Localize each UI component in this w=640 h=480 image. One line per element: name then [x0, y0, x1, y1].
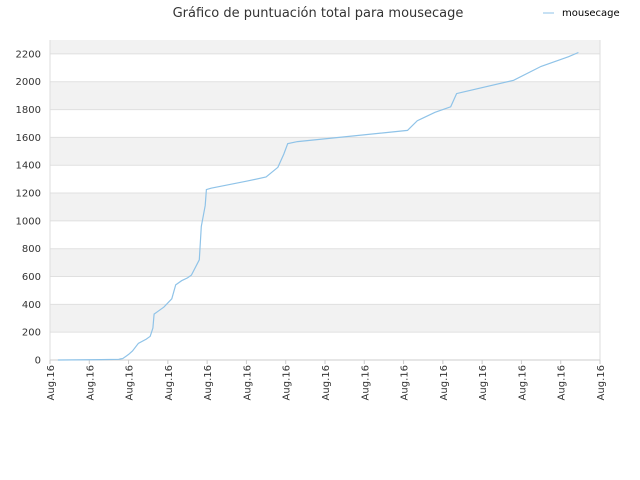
grid-lines [49, 40, 601, 361]
x-tick-label: Aug.16 [400, 365, 411, 400]
y-tick-label: 400 [22, 300, 41, 311]
grid-band [50, 332, 600, 360]
x-tick-label: Aug.16 [557, 365, 568, 400]
x-tick-label: Aug.16 [46, 365, 57, 400]
plot-area [57, 51, 579, 361]
x-tick-label: Aug.16 [85, 365, 96, 400]
x-tick-label: Aug.16 [282, 365, 293, 400]
grid-band [50, 304, 600, 333]
grid-band [50, 109, 600, 138]
series-line-mousecage [57, 51, 579, 361]
x-tick-label: Aug.16 [596, 365, 607, 400]
grid-band [50, 220, 600, 249]
y-tick-label: 1800 [16, 105, 41, 116]
grid-band [50, 81, 600, 110]
y-tick-label: 800 [22, 244, 41, 255]
grid-band [50, 248, 600, 277]
x-tick-label: Aug.16 [439, 365, 450, 400]
grid-band [50, 165, 600, 194]
x-tick-label: Aug.16 [478, 365, 489, 400]
legend: mousecage [543, 8, 620, 19]
y-axis: 0 200 400 600 800 1000 1200 1400 1600 1800 2000 220… [16, 49, 41, 366]
x-tick-label: Aug.16 [203, 365, 214, 400]
grid-bands [50, 40, 600, 360]
x-tick-label: Aug.16 [360, 365, 371, 400]
legend-label: mousecage [562, 8, 620, 19]
grid-band [50, 53, 600, 82]
grid-band [50, 40, 600, 54]
grid-band [50, 276, 600, 305]
x-tick-label: Aug.16 [242, 365, 253, 400]
x-tick-label: Aug.16 [125, 365, 136, 400]
x-tick-label: Aug.16 [517, 365, 528, 400]
y-tick-label: 1400 [16, 161, 41, 172]
y-tick-label: 1000 [16, 216, 41, 227]
chart-title: Gráfico de puntuación total para mouseca… [173, 6, 464, 21]
y-tick-label: 2000 [16, 77, 41, 88]
grid-band [50, 193, 600, 221]
y-tick-label: 2200 [16, 49, 41, 60]
grid-band [50, 137, 600, 166]
y-tick-label: 1200 [16, 189, 41, 200]
x-axis: Aug.16 Aug.16 Aug.16 Aug.16 Aug.16 Aug.16 Aug.… [46, 360, 607, 400]
x-tick-label: Aug.16 [321, 365, 332, 400]
y-tick-label: 0 [35, 356, 41, 367]
y-tick-label: 200 [22, 328, 41, 339]
x-tick-label: Aug.16 [164, 365, 175, 400]
y-tick-label: 1600 [16, 133, 41, 144]
y-tick-label: 600 [22, 272, 41, 283]
